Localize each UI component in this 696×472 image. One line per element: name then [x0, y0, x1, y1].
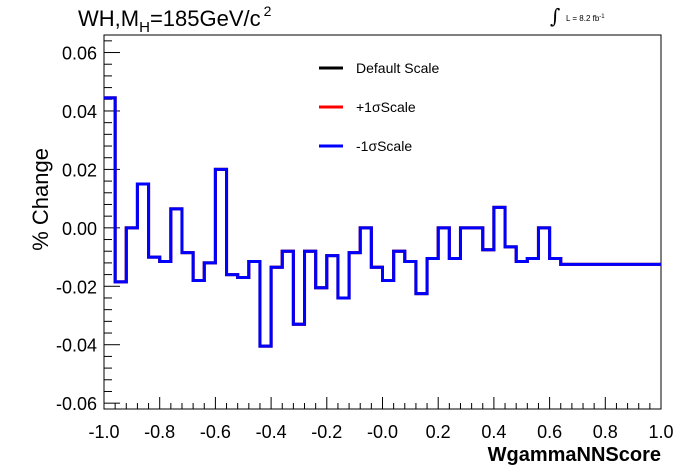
title-prefix: WH,M [78, 6, 140, 31]
y-tick-label: 0.04 [62, 102, 97, 122]
legend-label-2: -1σScale [356, 138, 412, 154]
title-subscript: H [139, 19, 150, 36]
y-axis-tick-labels: -0.06 -0.04 -0.02 0.00 0.02 0.04 0.06 [56, 44, 97, 415]
x-tick-label: 0.6 [537, 422, 562, 442]
x-tick-label: -0.2 [311, 422, 342, 442]
y-tick-label: -0.04 [56, 336, 97, 356]
series-layer [104, 96, 661, 348]
title-value: =185GeV/c [149, 6, 261, 31]
chart-title: WH,MH=185GeV/c 2 [78, 3, 272, 36]
x-axis-ticks [103, 397, 662, 409]
luminosity-label: ∫ L = 8.2 fb-1 [550, 4, 605, 28]
integral-icon: ∫ [550, 4, 561, 28]
title-superscript: 2 [263, 3, 272, 19]
y-tick-label: -0.06 [56, 394, 97, 414]
y-tick-label: -0.02 [56, 277, 97, 297]
x-tick-label: 0.4 [481, 422, 506, 442]
luminosity-superscript: -1 [599, 14, 605, 20]
x-tick-label: 0.2 [426, 422, 451, 442]
y-tick-label: 0.00 [62, 219, 97, 239]
y-tick-label: 0.02 [62, 160, 97, 180]
plot-frame [103, 34, 662, 410]
x-tick-label: -0.6 [200, 422, 231, 442]
x-tick-label: 1.0 [648, 422, 673, 442]
x-tick-label: -0.8 [144, 422, 175, 442]
legend-label-1: +1σScale [356, 99, 416, 115]
y-axis-label: % Change [28, 148, 53, 251]
series-line-0 [104, 96, 661, 348]
legend: Default Scale +1σScale -1σScale [319, 60, 439, 154]
x-tick-label: 0.8 [593, 422, 618, 442]
y-tick-label: 0.06 [62, 44, 97, 64]
legend-label-0: Default Scale [356, 60, 439, 76]
x-axis-label: WgammaNNScore [488, 444, 661, 466]
x-tick-label: -1.0 [88, 422, 119, 442]
series-line-1 [104, 96, 661, 348]
x-tick-label: -0.0 [367, 422, 398, 442]
series-line-2 [104, 96, 661, 348]
x-axis-tick-labels: -1.0 -0.8 -0.6 -0.4 -0.2 -0.0 0.2 0.4 0.6 0.8 1.0 [88, 422, 673, 442]
y-axis-ticks [104, 40, 120, 404]
luminosity-text: L = 8.2 fb [566, 14, 600, 23]
x-tick-label: -0.4 [256, 422, 287, 442]
